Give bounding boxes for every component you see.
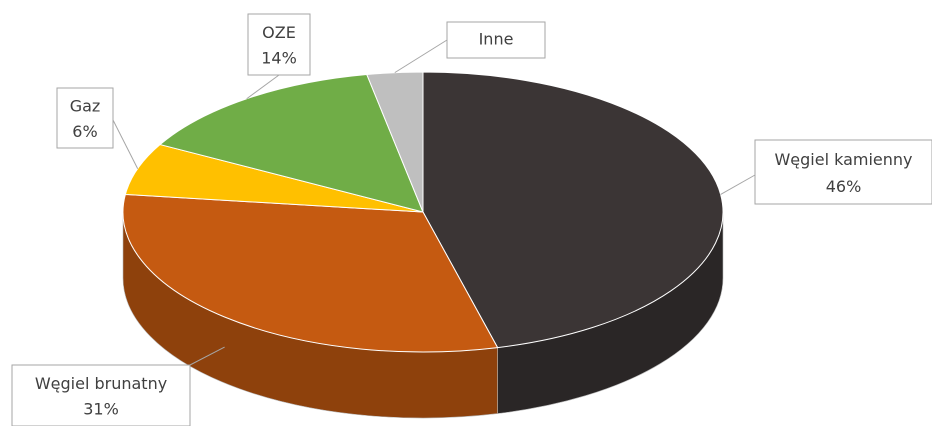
leader-line bbox=[189, 346, 225, 366]
leader-line bbox=[720, 174, 756, 195]
value-label: 46% bbox=[826, 177, 862, 196]
label-box bbox=[446, 21, 546, 59]
value-label: 6% bbox=[72, 122, 97, 141]
label-box bbox=[56, 87, 114, 149]
slice bbox=[422, 71, 724, 349]
category-label: Inne bbox=[479, 30, 514, 49]
label-box bbox=[247, 13, 311, 76]
category-label: Węgiel kamienny bbox=[774, 150, 912, 169]
label-box bbox=[11, 364, 191, 426]
category-label: Gaz bbox=[70, 97, 101, 116]
slice bbox=[122, 193, 499, 353]
leader-line bbox=[246, 74, 280, 100]
value-label: 14% bbox=[261, 49, 297, 68]
leader-line bbox=[112, 119, 139, 169]
leader-line bbox=[394, 39, 448, 74]
label-box bbox=[754, 139, 932, 205]
category-label: OZE bbox=[262, 23, 296, 42]
value-label: 31% bbox=[83, 400, 119, 419]
category-label: Węgiel brunatny bbox=[35, 374, 167, 393]
